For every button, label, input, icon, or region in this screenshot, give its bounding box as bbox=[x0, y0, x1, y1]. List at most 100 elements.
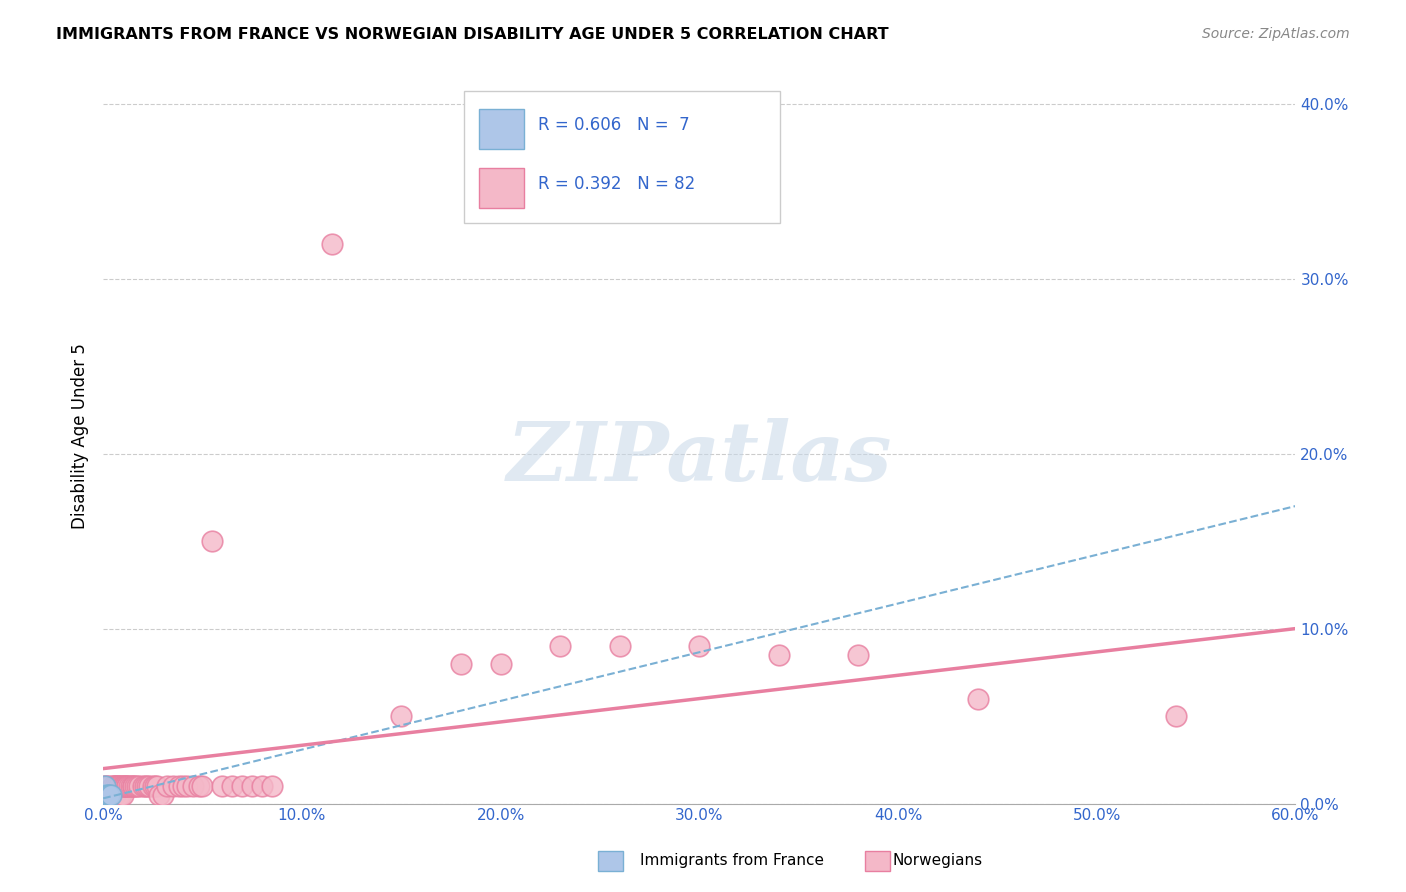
Point bbox=[1166, 709, 1188, 723]
Point bbox=[132, 779, 155, 793]
FancyBboxPatch shape bbox=[478, 109, 524, 149]
Point bbox=[114, 779, 136, 793]
Point bbox=[101, 788, 124, 802]
Point bbox=[111, 779, 134, 793]
Point bbox=[489, 657, 512, 671]
Point bbox=[152, 788, 174, 802]
Point bbox=[688, 639, 710, 653]
Point bbox=[104, 779, 127, 793]
Point bbox=[846, 648, 869, 662]
Point bbox=[122, 779, 145, 793]
Point bbox=[94, 788, 117, 802]
Point bbox=[156, 779, 179, 793]
Point bbox=[96, 788, 118, 802]
Point bbox=[98, 788, 121, 802]
Point bbox=[389, 709, 412, 723]
Point bbox=[187, 779, 209, 793]
FancyBboxPatch shape bbox=[478, 168, 524, 208]
Point bbox=[111, 779, 134, 793]
Point bbox=[91, 788, 114, 802]
Point bbox=[94, 779, 117, 793]
Point bbox=[91, 788, 114, 802]
Point bbox=[100, 788, 122, 802]
Point bbox=[548, 639, 571, 653]
Point bbox=[115, 779, 138, 793]
Point bbox=[450, 657, 472, 671]
Point bbox=[321, 236, 343, 251]
Point bbox=[122, 779, 145, 793]
Point bbox=[91, 788, 114, 802]
Point bbox=[768, 648, 790, 662]
Point bbox=[104, 779, 127, 793]
Point bbox=[240, 779, 263, 793]
Point bbox=[108, 788, 131, 802]
Point bbox=[100, 788, 122, 802]
Point bbox=[111, 788, 134, 802]
Point bbox=[167, 779, 190, 793]
Text: Source: ZipAtlas.com: Source: ZipAtlas.com bbox=[1202, 27, 1350, 41]
Point bbox=[98, 779, 121, 793]
Text: R = 0.606   N =  7: R = 0.606 N = 7 bbox=[538, 116, 690, 134]
Point bbox=[148, 788, 170, 802]
Point bbox=[134, 779, 156, 793]
Point bbox=[250, 779, 273, 793]
Point bbox=[94, 788, 117, 802]
Point bbox=[221, 779, 243, 793]
Point bbox=[101, 788, 124, 802]
Point bbox=[96, 788, 118, 802]
Point bbox=[115, 779, 138, 793]
Point bbox=[104, 788, 127, 802]
Point bbox=[966, 691, 988, 706]
Point bbox=[201, 534, 224, 549]
Point bbox=[124, 779, 146, 793]
Point bbox=[94, 788, 117, 802]
Point bbox=[110, 779, 132, 793]
Point bbox=[105, 779, 128, 793]
Point bbox=[96, 788, 118, 802]
Point bbox=[142, 779, 165, 793]
Point bbox=[146, 779, 169, 793]
Point bbox=[94, 788, 117, 802]
Point bbox=[108, 779, 131, 793]
FancyBboxPatch shape bbox=[464, 91, 780, 223]
Point bbox=[211, 779, 233, 793]
Point bbox=[260, 779, 283, 793]
Point bbox=[120, 779, 142, 793]
Point bbox=[138, 779, 160, 793]
Text: IMMIGRANTS FROM FRANCE VS NORWEGIAN DISABILITY AGE UNDER 5 CORRELATION CHART: IMMIGRANTS FROM FRANCE VS NORWEGIAN DISA… bbox=[56, 27, 889, 42]
Point bbox=[96, 788, 118, 802]
Point bbox=[98, 788, 121, 802]
Point bbox=[118, 779, 141, 793]
Point bbox=[143, 779, 166, 793]
Point bbox=[91, 788, 114, 802]
Point bbox=[181, 779, 204, 793]
Point bbox=[91, 779, 114, 793]
Point bbox=[172, 779, 194, 793]
Point bbox=[135, 779, 157, 793]
Y-axis label: Disability Age Under 5: Disability Age Under 5 bbox=[72, 343, 89, 529]
Point bbox=[231, 779, 253, 793]
Point bbox=[110, 788, 132, 802]
Point bbox=[101, 779, 124, 793]
Point bbox=[96, 779, 118, 793]
Text: R = 0.392   N = 82: R = 0.392 N = 82 bbox=[538, 175, 696, 193]
Point bbox=[176, 779, 198, 793]
Point bbox=[100, 788, 122, 802]
Point bbox=[94, 788, 117, 802]
Point bbox=[191, 779, 214, 793]
Point bbox=[94, 779, 117, 793]
Point bbox=[128, 779, 150, 793]
Point bbox=[105, 779, 128, 793]
Point bbox=[162, 779, 184, 793]
Point bbox=[108, 779, 131, 793]
Point bbox=[96, 788, 118, 802]
Point bbox=[94, 788, 117, 802]
Point bbox=[101, 779, 124, 793]
Point bbox=[98, 788, 121, 802]
Text: ZIPatlas: ZIPatlas bbox=[506, 418, 891, 498]
Point bbox=[609, 639, 631, 653]
Point bbox=[100, 788, 122, 802]
Point bbox=[98, 788, 121, 802]
Text: Norwegians: Norwegians bbox=[893, 854, 983, 868]
Point bbox=[114, 779, 136, 793]
